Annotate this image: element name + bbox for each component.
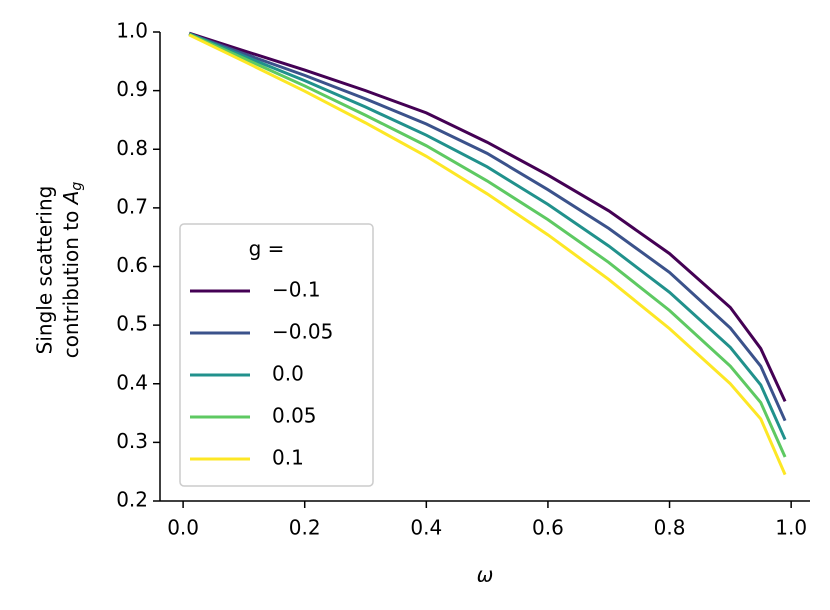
x-tick-label: 0.2: [289, 516, 321, 540]
y-tick-label: 0.5: [116, 312, 148, 336]
series-line: [188, 31, 787, 402]
y-tick-label: 0.4: [116, 370, 148, 394]
legend-label: −0.1: [272, 278, 321, 302]
y-tick-label: 0.3: [116, 429, 148, 453]
x-tick-label: 0.4: [410, 516, 442, 540]
legend-label: 0.05: [272, 404, 317, 428]
series-line: [188, 32, 787, 458]
legend-label: −0.05: [272, 320, 333, 344]
y-tick-label: 0.2: [116, 488, 148, 512]
legend-title: g =: [249, 237, 285, 261]
y-tick-label: 0.8: [116, 136, 148, 160]
y-label-text: contribution to: [59, 211, 83, 359]
series-line: [188, 32, 787, 422]
y-tick-label: 0.7: [116, 194, 148, 218]
y-tick-label: 0.9: [116, 77, 148, 101]
legend-label: 0.0: [272, 362, 304, 386]
x-tick-label: 0.8: [654, 516, 686, 540]
series-line: [188, 33, 787, 476]
series-line: [188, 32, 787, 441]
y-label-subscript: g: [69, 182, 85, 191]
y-label-symbol: A: [59, 191, 83, 207]
x-tick-label: 0.6: [532, 516, 564, 540]
y-label-line1: Single scattering: [33, 186, 57, 355]
y-tick-label: 0.6: [116, 253, 148, 277]
x-label: ω: [477, 563, 494, 587]
y-tick-label: 1.0: [116, 19, 148, 43]
x-tick-label: 1.0: [775, 516, 807, 540]
x-tick-label: 0.0: [167, 516, 199, 540]
legend-label: 0.1: [272, 446, 304, 470]
y-label-line2: contribution to Ag: [59, 182, 86, 359]
